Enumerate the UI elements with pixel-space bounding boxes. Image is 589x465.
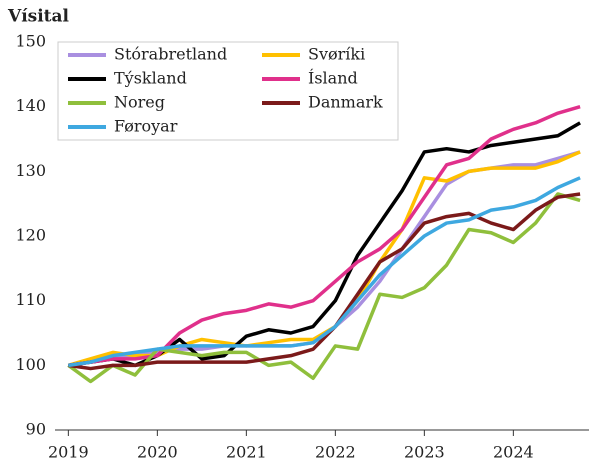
y-tick-label: 150 xyxy=(15,32,46,51)
x-tick-label: 2024 xyxy=(493,443,534,462)
legend-label: Ísland xyxy=(308,68,358,88)
series-line xyxy=(67,192,581,384)
y-tick-label: 130 xyxy=(15,161,46,180)
series-line xyxy=(68,121,581,368)
y-tick-label: 100 xyxy=(15,355,46,374)
series-line xyxy=(68,192,581,371)
legend-label: Danmark xyxy=(308,93,383,112)
series-line xyxy=(68,104,581,368)
y-tick-label: 110 xyxy=(15,290,46,309)
legend-label: Føroyar xyxy=(114,117,178,136)
legend-label: Stórabretland xyxy=(114,45,227,64)
legend-box xyxy=(57,41,399,141)
y-tick-label: 140 xyxy=(15,96,46,115)
x-tick-label: 2021 xyxy=(226,443,267,462)
legend-label: Noreg xyxy=(114,93,165,112)
legend-label: Svøríki xyxy=(308,45,365,64)
x-tick-label: 2019 xyxy=(48,443,89,462)
y-tick-label: 90 xyxy=(26,420,46,439)
legend: Stórabretland Svøríki Týskland Ísland Noreg D… xyxy=(57,41,399,141)
x-tick-label: 2020 xyxy=(137,443,178,462)
x-tick-label: 2023 xyxy=(404,443,445,462)
x-tick-label: 2022 xyxy=(315,443,356,462)
legend-label: Týskland xyxy=(114,69,187,88)
y-tick-label: 120 xyxy=(15,226,46,245)
series-line xyxy=(68,176,581,368)
chart-title: Vísital xyxy=(7,7,70,27)
